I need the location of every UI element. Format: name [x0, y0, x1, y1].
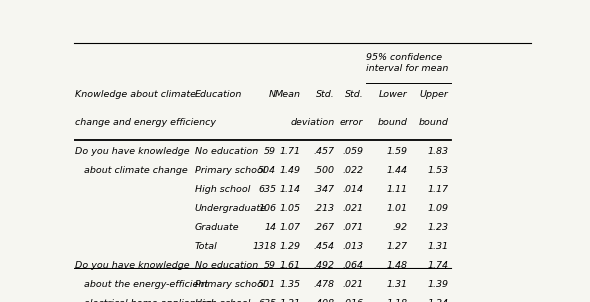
- Text: 1318: 1318: [253, 242, 276, 251]
- Text: 1.71: 1.71: [280, 147, 301, 156]
- Text: deviation: deviation: [290, 117, 335, 127]
- Text: 1.09: 1.09: [428, 204, 448, 213]
- Text: about the energy-efficient: about the energy-efficient: [75, 280, 208, 289]
- Text: No education: No education: [195, 147, 258, 156]
- Text: .016: .016: [342, 299, 363, 302]
- Text: 1.27: 1.27: [386, 242, 408, 251]
- Text: 1.53: 1.53: [428, 166, 448, 175]
- Text: .500: .500: [313, 166, 335, 175]
- Text: .014: .014: [342, 185, 363, 194]
- Text: .92: .92: [392, 223, 408, 232]
- Text: Knowledge about climate: Knowledge about climate: [75, 90, 196, 99]
- Text: 1.31: 1.31: [428, 242, 448, 251]
- Text: Total: Total: [195, 242, 218, 251]
- Text: Std.: Std.: [345, 90, 363, 99]
- Text: .267: .267: [313, 223, 335, 232]
- Text: .454: .454: [313, 242, 335, 251]
- Text: .408: .408: [313, 299, 335, 302]
- Text: .013: .013: [342, 242, 363, 251]
- Text: N: N: [269, 90, 276, 99]
- Text: .347: .347: [313, 185, 335, 194]
- Text: bound: bound: [378, 117, 408, 127]
- Text: electrical home appliances: electrical home appliances: [75, 299, 212, 302]
- Text: 59: 59: [264, 147, 276, 156]
- Text: .021: .021: [342, 280, 363, 289]
- Text: 1.59: 1.59: [386, 147, 408, 156]
- Text: Upper: Upper: [420, 90, 448, 99]
- Text: Lower: Lower: [379, 90, 408, 99]
- Text: Education: Education: [195, 90, 242, 99]
- Text: .071: .071: [342, 223, 363, 232]
- Text: 95% confidence
interval for mean: 95% confidence interval for mean: [366, 53, 449, 72]
- Text: 1.23: 1.23: [428, 223, 448, 232]
- Text: 1.17: 1.17: [428, 185, 448, 194]
- Text: Mean: Mean: [275, 90, 301, 99]
- Text: Undergraduate: Undergraduate: [195, 204, 267, 213]
- Text: .213: .213: [313, 204, 335, 213]
- Text: about climate change: about climate change: [75, 166, 188, 175]
- Text: High school: High school: [195, 299, 250, 302]
- Text: 501: 501: [258, 280, 276, 289]
- Text: 635: 635: [258, 185, 276, 194]
- Text: Primary school: Primary school: [195, 280, 266, 289]
- Text: Graduate: Graduate: [195, 223, 240, 232]
- Text: 1.35: 1.35: [280, 280, 301, 289]
- Text: 59: 59: [264, 261, 276, 270]
- Text: 1.21: 1.21: [280, 299, 301, 302]
- Text: 1.39: 1.39: [428, 280, 448, 289]
- Text: Do you have knowledge: Do you have knowledge: [75, 147, 190, 156]
- Text: 1.07: 1.07: [280, 223, 301, 232]
- Text: change and energy efficiency: change and energy efficiency: [75, 117, 216, 127]
- Text: Std.: Std.: [316, 90, 335, 99]
- Text: .478: .478: [313, 280, 335, 289]
- Text: 635: 635: [258, 299, 276, 302]
- Text: .059: .059: [342, 147, 363, 156]
- Text: .457: .457: [313, 147, 335, 156]
- Text: 1.24: 1.24: [428, 299, 448, 302]
- Text: error: error: [340, 117, 363, 127]
- Text: 1.01: 1.01: [386, 204, 408, 213]
- Text: 1.31: 1.31: [386, 280, 408, 289]
- Text: .492: .492: [313, 261, 335, 270]
- Text: Do you have knowledge: Do you have knowledge: [75, 261, 190, 270]
- Text: bound: bound: [419, 117, 448, 127]
- Text: 1.11: 1.11: [386, 185, 408, 194]
- Text: 1.74: 1.74: [428, 261, 448, 270]
- Text: 1.29: 1.29: [280, 242, 301, 251]
- Text: 1.61: 1.61: [280, 261, 301, 270]
- Text: 1.48: 1.48: [386, 261, 408, 270]
- Text: .064: .064: [342, 261, 363, 270]
- Text: 1.14: 1.14: [280, 185, 301, 194]
- Text: 1.44: 1.44: [386, 166, 408, 175]
- Text: High school: High school: [195, 185, 250, 194]
- Text: .021: .021: [342, 204, 363, 213]
- Text: .022: .022: [342, 166, 363, 175]
- Text: 106: 106: [258, 204, 276, 213]
- Text: 1.83: 1.83: [428, 147, 448, 156]
- Text: No education: No education: [195, 261, 258, 270]
- Text: 1.05: 1.05: [280, 204, 301, 213]
- Text: 14: 14: [264, 223, 276, 232]
- Text: 1.49: 1.49: [280, 166, 301, 175]
- Text: 1.18: 1.18: [386, 299, 408, 302]
- Text: Primary school: Primary school: [195, 166, 266, 175]
- Text: 504: 504: [258, 166, 276, 175]
